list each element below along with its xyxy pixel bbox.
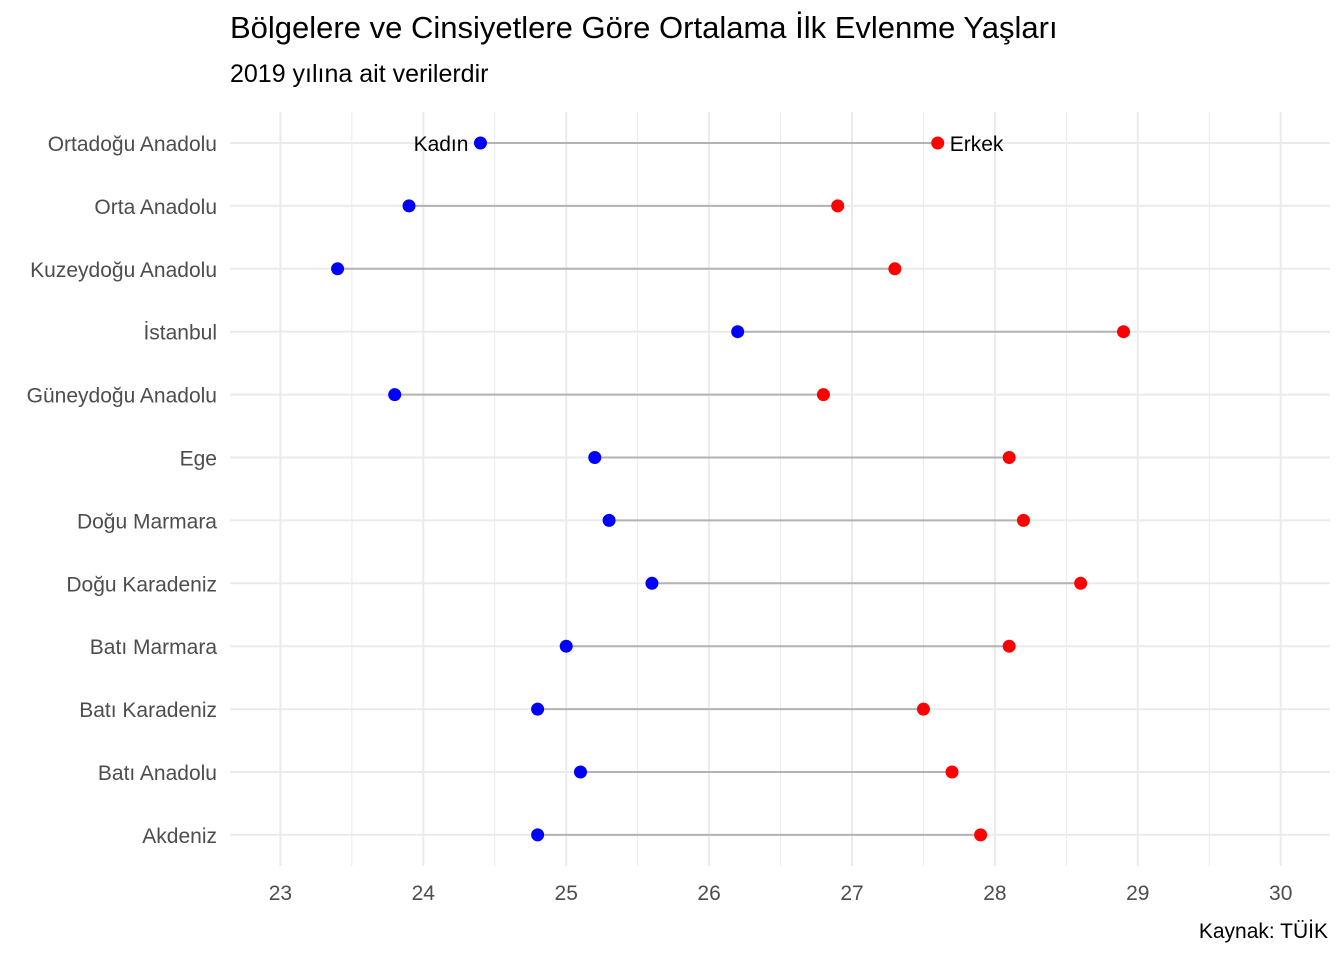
point-erkek xyxy=(831,199,845,213)
point-erkek xyxy=(1117,325,1131,339)
y-tick-label: Batı Marmara xyxy=(90,636,218,659)
point-erkek xyxy=(1016,513,1030,527)
point-kad-n xyxy=(473,136,487,150)
x-tick-label: 26 xyxy=(697,882,720,905)
points xyxy=(331,136,1131,842)
point-kad-n xyxy=(588,451,602,464)
point-erkek xyxy=(888,262,902,276)
annotation-label: Erkek xyxy=(950,133,1004,156)
y-axis-ticks: Ortadoğu Anadolu Orta Anadolu Kuzeydoğu An… xyxy=(27,133,218,848)
annotations: Kadın Erkek xyxy=(414,133,1004,156)
y-tick-label: Batı Karadeniz xyxy=(79,699,217,722)
grid xyxy=(230,112,1330,866)
x-tick-label: 23 xyxy=(269,882,292,905)
y-tick-label: Ortadoğu Anadolu xyxy=(48,133,217,156)
x-tick-label: 24 xyxy=(412,882,436,905)
point-kad-n xyxy=(402,199,416,213)
y-tick-label: Orta Anadolu xyxy=(94,196,217,219)
x-axis-ticks: 23 24 25 26 27 28 29 30 xyxy=(269,882,1293,905)
point-kad-n xyxy=(531,702,545,716)
point-erkek xyxy=(816,388,830,402)
point-erkek xyxy=(931,136,945,150)
point-erkek xyxy=(1074,576,1088,590)
point-kad-n xyxy=(388,388,402,402)
point-erkek xyxy=(1002,451,1016,464)
y-tick-label: Doğu Marmara xyxy=(77,510,217,533)
annotation-label: Kadın xyxy=(414,133,469,156)
point-kad-n xyxy=(645,576,659,590)
y-tick-label: Güneydoğu Anadolu xyxy=(27,385,217,408)
point-erkek xyxy=(945,765,959,779)
point-kad-n xyxy=(531,828,545,842)
y-tick-label: Batı Anadolu xyxy=(98,762,217,785)
point-kad-n xyxy=(602,513,616,527)
point-kad-n xyxy=(559,639,573,653)
y-tick-label: Kuzeydoğu Anadolu xyxy=(30,259,217,282)
x-tick-label: 30 xyxy=(1269,882,1292,905)
y-tick-label: Ege xyxy=(180,448,217,471)
point-erkek xyxy=(1002,639,1016,653)
point-kad-n xyxy=(573,765,587,779)
chart-title: Bölgelere ve Cinsiyetlere Göre Ortalama … xyxy=(230,10,1058,45)
segments xyxy=(337,142,1124,836)
point-kad-n xyxy=(731,325,745,339)
point-erkek xyxy=(916,702,930,716)
x-tick-label: 29 xyxy=(1126,882,1149,905)
y-tick-label: İstanbul xyxy=(143,322,217,345)
x-tick-label: 25 xyxy=(555,882,578,905)
y-tick-label: Doğu Karadeniz xyxy=(66,573,217,596)
chart-caption: Kaynak: TÜİK xyxy=(1198,920,1328,943)
point-kad-n xyxy=(331,262,345,276)
x-tick-label: 27 xyxy=(840,882,863,905)
chart-subtitle: 2019 yılına ait verilerdir xyxy=(230,60,489,88)
y-tick-label: Akdeniz xyxy=(142,825,217,848)
x-tick-label: 28 xyxy=(983,882,1006,905)
point-erkek xyxy=(974,828,988,842)
